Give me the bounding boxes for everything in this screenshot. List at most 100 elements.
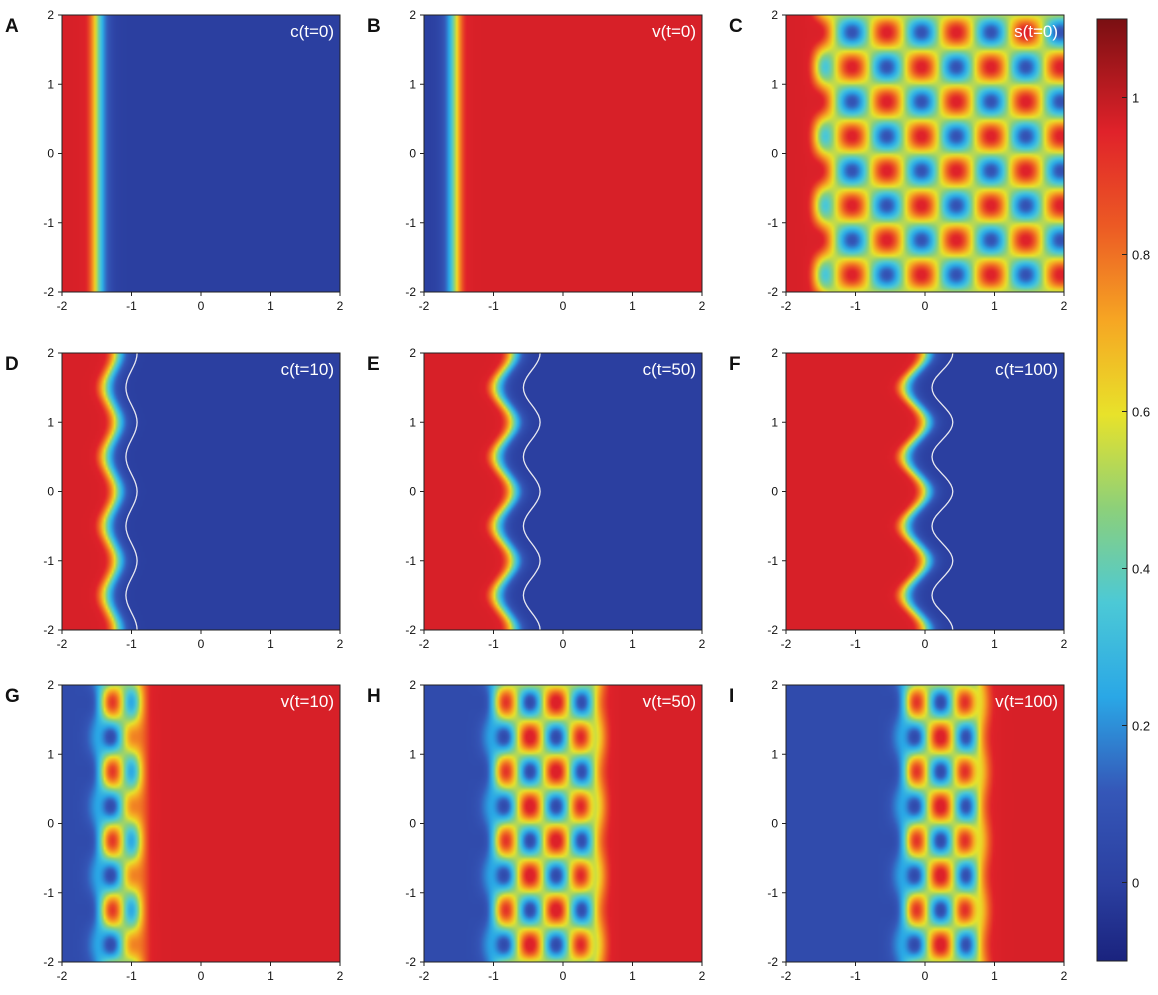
panel-title: v(t=50) bbox=[643, 692, 696, 711]
panel-letter: F bbox=[729, 354, 741, 375]
heatmap-b bbox=[424, 15, 702, 292]
x-tick-label: -2 bbox=[419, 969, 430, 983]
x-tick-label: 1 bbox=[267, 299, 274, 313]
panel-a: c(t=0) A -2 -1 0 1 2 -2 -1 0 1 2 bbox=[5, 8, 344, 313]
panel-e: c(t=50) E -2 -1 0 1 2 -2 -1 0 1 2 bbox=[367, 346, 706, 651]
y-tick-label: 0 bbox=[771, 147, 778, 161]
x-tick-label: 2 bbox=[337, 969, 344, 983]
y-tick-label: 0 bbox=[409, 147, 416, 161]
panel-title: c(t=10) bbox=[281, 360, 334, 379]
x-tick-label: 2 bbox=[337, 637, 344, 651]
contour-line-e bbox=[522, 352, 541, 631]
x-tick-label: 2 bbox=[1061, 299, 1068, 313]
y-tick-label: -2 bbox=[43, 955, 54, 969]
y-tick-label: 2 bbox=[771, 8, 778, 22]
x-tick-label: -1 bbox=[126, 299, 137, 313]
heatmap-a bbox=[62, 15, 340, 292]
panel-d: c(t=10) D -2 -1 0 1 2 -2 -1 0 1 2 bbox=[5, 346, 344, 651]
y-tick-label: -1 bbox=[767, 216, 778, 230]
panels: c(t=0) A -2 -1 0 1 2 -2 -1 0 1 2 v(t=0) B -2 -1 0 1 2 -2 -1 0… bbox=[5, 8, 1068, 983]
y-tick-label: -1 bbox=[767, 554, 778, 568]
x-tick-label: -2 bbox=[781, 299, 792, 313]
panel-c: s(t=0) C -2 -1 0 1 2 -2 -1 0 1 2 bbox=[729, 8, 1068, 313]
x-tick-label: 0 bbox=[560, 299, 567, 313]
y-tick-label: 1 bbox=[47, 415, 54, 429]
y-tick-label: 0 bbox=[47, 485, 54, 499]
x-tick-label: 0 bbox=[198, 299, 205, 313]
panel-title: v(t=0) bbox=[652, 22, 696, 41]
y-tick-label: 1 bbox=[47, 747, 54, 761]
contour-line-f bbox=[931, 352, 954, 631]
y-tick-label: 0 bbox=[409, 485, 416, 499]
panel-h: v(t=50) H -2 -1 0 1 2 -2 -1 0 1 2 bbox=[367, 678, 706, 983]
x-tick-label: 0 bbox=[922, 637, 929, 651]
x-tick-label: -2 bbox=[419, 299, 430, 313]
x-tick-label: 2 bbox=[1061, 969, 1068, 983]
y-tick-label: -1 bbox=[767, 886, 778, 900]
x-tick-label: 1 bbox=[991, 637, 998, 651]
colorbar-gradient bbox=[1096, 18, 1128, 962]
panel-g: v(t=10) G -2 -1 0 1 2 -2 -1 0 1 2 bbox=[5, 678, 344, 983]
colorbar-tick-label: 0 bbox=[1132, 876, 1139, 891]
y-tick-label: 1 bbox=[771, 747, 778, 761]
y-tick-label: 1 bbox=[409, 747, 416, 761]
y-tick-label: 0 bbox=[771, 817, 778, 831]
y-tick-label: -2 bbox=[405, 285, 416, 299]
heatmap-g bbox=[62, 685, 340, 962]
x-tick-label: -2 bbox=[57, 637, 68, 651]
x-tick-label: 1 bbox=[629, 637, 636, 651]
y-tick-label: 0 bbox=[47, 147, 54, 161]
x-tick-label: 1 bbox=[991, 969, 998, 983]
x-tick-label: 2 bbox=[1061, 637, 1068, 651]
y-tick-label: 2 bbox=[47, 8, 54, 22]
x-tick-label: 1 bbox=[629, 969, 636, 983]
x-tick-label: -2 bbox=[781, 969, 792, 983]
y-tick-label: 1 bbox=[409, 415, 416, 429]
panel-title: c(t=0) bbox=[290, 22, 334, 41]
y-tick-label: -1 bbox=[43, 886, 54, 900]
x-tick-label: 0 bbox=[560, 637, 567, 651]
y-tick-label: 2 bbox=[771, 678, 778, 692]
y-tick-label: 1 bbox=[771, 415, 778, 429]
y-tick-label: -1 bbox=[405, 216, 416, 230]
x-tick-label: -2 bbox=[57, 299, 68, 313]
x-tick-label: 1 bbox=[629, 299, 636, 313]
panel-f: c(t=100) F -2 -1 0 1 2 -2 -1 0 1 2 bbox=[729, 346, 1068, 651]
colorbar-tick-label: 0.4 bbox=[1132, 562, 1150, 577]
x-tick-label: -1 bbox=[126, 637, 137, 651]
y-tick-label: 1 bbox=[771, 77, 778, 91]
x-tick-label: 2 bbox=[699, 969, 706, 983]
panel-letter: E bbox=[367, 354, 380, 375]
x-tick-label: 0 bbox=[922, 299, 929, 313]
y-tick-label: 2 bbox=[409, 8, 416, 22]
colorbar-tick-label: 0.8 bbox=[1132, 248, 1150, 263]
x-tick-label: 0 bbox=[922, 969, 929, 983]
colorbar-tick-label: 0.6 bbox=[1132, 405, 1150, 420]
x-tick-label: 2 bbox=[699, 637, 706, 651]
panel-letter: G bbox=[5, 686, 20, 707]
y-tick-label: -1 bbox=[43, 216, 54, 230]
y-tick-label: -1 bbox=[405, 886, 416, 900]
y-tick-label: -2 bbox=[405, 955, 416, 969]
y-tick-label: 1 bbox=[409, 77, 416, 91]
x-tick-label: -1 bbox=[850, 969, 861, 983]
y-tick-label: 2 bbox=[409, 678, 416, 692]
x-tick-label: 2 bbox=[699, 299, 706, 313]
panel-letter: A bbox=[5, 16, 19, 37]
contour-line-d bbox=[125, 352, 138, 631]
x-tick-label: -1 bbox=[850, 299, 861, 313]
x-tick-label: -1 bbox=[488, 299, 499, 313]
panel-title: c(t=100) bbox=[995, 360, 1058, 379]
y-tick-label: 2 bbox=[47, 678, 54, 692]
heatmap-e bbox=[424, 353, 702, 630]
colorbar: 0 0.2 0.4 0.6 0.8 1 bbox=[1096, 18, 1150, 962]
y-tick-label: -1 bbox=[43, 554, 54, 568]
x-tick-label: -1 bbox=[488, 637, 499, 651]
x-tick-label: 0 bbox=[560, 969, 567, 983]
x-tick-label: 0 bbox=[198, 637, 205, 651]
y-tick-label: 1 bbox=[47, 77, 54, 91]
panel-letter: D bbox=[5, 354, 19, 375]
y-tick-label: -2 bbox=[43, 623, 54, 637]
y-tick-label: -1 bbox=[405, 554, 416, 568]
